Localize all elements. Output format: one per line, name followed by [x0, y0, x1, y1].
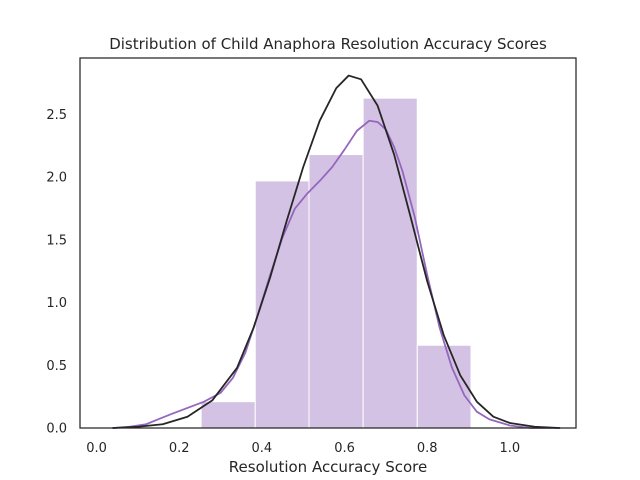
- y-tick-label: 2.5: [46, 108, 67, 123]
- histogram-bar-3: [308, 154, 364, 429]
- x-tick-label: 0.4: [252, 441, 273, 456]
- y-tick-label: 2.0: [46, 171, 67, 186]
- x-axis-label: Resolution Accuracy Score: [229, 458, 427, 476]
- x-tick-label: 0.0: [86, 441, 107, 456]
- histogram-bar-5: [416, 344, 472, 429]
- y-tick-label: 0.5: [46, 359, 67, 374]
- y-tick-label: 0.0: [46, 422, 67, 437]
- histogram-bar-2: [254, 180, 310, 429]
- x-tick-label: 1.0: [500, 441, 521, 456]
- x-tick-label: 0.6: [334, 441, 355, 456]
- plot-area: [112, 74, 561, 429]
- fitted-normal-curve: [112, 74, 561, 429]
- y-tick-label: 1.0: [46, 296, 67, 311]
- axes-frame: [79, 57, 577, 429]
- y-tick-label: 1.5: [46, 233, 67, 248]
- chart-title: Distribution of Child Anaphora Resolutio…: [109, 35, 547, 53]
- x-axis-ticks: 0.0 0.2 0.4 0.6 0.8 1.0: [86, 441, 520, 456]
- kde-curve: [112, 119, 561, 429]
- histogram-bar-4: [362, 97, 418, 429]
- x-tick-label: 0.8: [417, 441, 438, 456]
- y-axis-ticks: 0.0 0.5 1.0 1.5 2.0 2.5: [46, 108, 67, 437]
- x-tick-label: 0.2: [169, 441, 190, 456]
- histogram-bar-1: [200, 401, 256, 429]
